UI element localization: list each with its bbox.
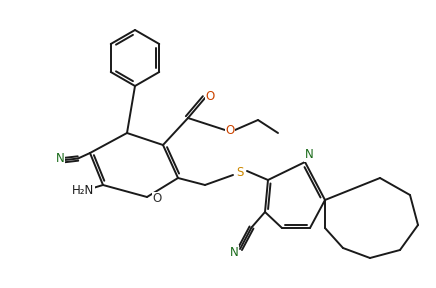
Text: O: O xyxy=(225,124,235,137)
Text: O: O xyxy=(205,90,215,103)
Text: N: N xyxy=(56,153,65,166)
Text: N: N xyxy=(305,149,313,162)
Text: S: S xyxy=(236,166,244,179)
Text: H₂N: H₂N xyxy=(72,185,94,198)
Text: N: N xyxy=(230,245,238,259)
Text: O: O xyxy=(152,192,162,206)
